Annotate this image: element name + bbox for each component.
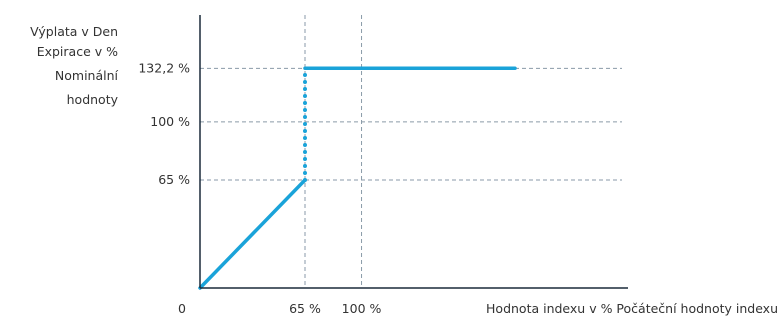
y-axis-label-line-3: Nominální	[55, 68, 119, 83]
grid-lines	[200, 15, 622, 288]
x-axis-label: Hodnota indexu v % Počáteční hodnoty ind…	[486, 301, 778, 316]
y-axis-label-line-1: Výplata v Den	[30, 24, 118, 39]
series-payoff	[198, 66, 517, 290]
series-0-segment-0-solid	[198, 178, 307, 290]
axes	[199, 15, 628, 289]
labels: Výplata v Den Expirace v % Nominální hod…	[30, 24, 778, 316]
y-axis-label-line-4: hodnoty	[67, 92, 119, 107]
origin-label: 0	[178, 301, 186, 316]
y-axis-label-line-2: Expirace v %	[37, 44, 118, 59]
y-tick-label-2: 132,2 %	[138, 60, 190, 75]
y-tick-label-1: 100 %	[150, 114, 190, 129]
x-tick-label-1: 100 %	[342, 301, 382, 316]
x-tick-label-0: 65 %	[289, 301, 321, 316]
y-tick-label-0: 65 %	[158, 172, 190, 187]
